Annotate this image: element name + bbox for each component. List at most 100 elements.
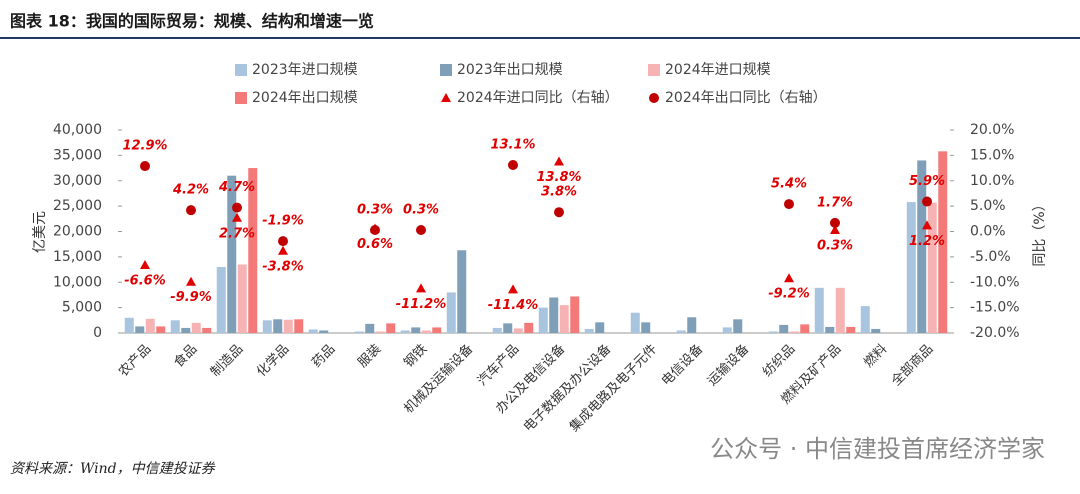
x-tick-label: 燃料 bbox=[861, 341, 891, 371]
title-bar bbox=[0, 0, 1080, 38]
data-label: -11.4% bbox=[488, 298, 539, 313]
y2-tick-label: -5.0% bbox=[970, 249, 1011, 265]
y2-tick-label: -10.0% bbox=[970, 274, 1020, 290]
bar bbox=[191, 322, 201, 333]
data-label: -9.9% bbox=[170, 290, 211, 305]
legend-swatch bbox=[235, 64, 247, 76]
data-label: 0.3% bbox=[403, 202, 439, 217]
data-label: -1.9% bbox=[262, 214, 303, 229]
y-axis-label: 亿美元 bbox=[32, 211, 48, 253]
bar bbox=[927, 202, 937, 333]
data-label: 13.8% bbox=[536, 170, 581, 185]
triangle-marker bbox=[830, 224, 840, 234]
bar bbox=[283, 319, 293, 333]
legend-label: 2024年出口同比（右轴） bbox=[665, 90, 827, 106]
bar bbox=[595, 322, 605, 333]
bar bbox=[917, 160, 927, 333]
data-label: 1.7% bbox=[817, 195, 853, 210]
triangle-marker bbox=[784, 273, 794, 283]
x-tick-label: 全部商品 bbox=[888, 341, 936, 389]
data-label: 4.2% bbox=[172, 183, 209, 198]
bar bbox=[308, 329, 318, 333]
legend-swatch bbox=[648, 64, 660, 76]
bar bbox=[938, 151, 948, 333]
bar bbox=[216, 267, 226, 333]
bar bbox=[584, 328, 594, 333]
bar bbox=[559, 305, 569, 333]
triangle-marker bbox=[278, 245, 288, 255]
x-tick-label: 电信设备 bbox=[658, 341, 706, 389]
data-label: 3.8% bbox=[541, 185, 577, 200]
legend-label: 2024年进口同比（右轴） bbox=[457, 90, 619, 106]
y-tick-label: 30,000 bbox=[53, 173, 102, 189]
bar bbox=[124, 317, 134, 333]
bar bbox=[237, 264, 247, 333]
bar bbox=[538, 307, 548, 333]
bar bbox=[492, 327, 502, 333]
y-tick-label: 5,000 bbox=[62, 300, 102, 316]
bar bbox=[503, 323, 513, 333]
y2-tick-label: 5.0% bbox=[970, 198, 1006, 214]
triangle-marker bbox=[922, 220, 932, 230]
data-label: 13.1% bbox=[490, 138, 535, 153]
x-tick-label: 化学品 bbox=[253, 341, 292, 380]
data-label: 0.6% bbox=[357, 237, 393, 252]
bar bbox=[641, 322, 651, 333]
bar bbox=[156, 326, 166, 333]
x-tick-label: 食品 bbox=[171, 341, 201, 371]
legend-swatch bbox=[441, 93, 451, 102]
bar bbox=[835, 287, 845, 333]
circle-marker bbox=[232, 202, 242, 213]
bar bbox=[906, 202, 916, 333]
x-tick-label: 制造品 bbox=[208, 342, 246, 380]
bar bbox=[779, 324, 789, 333]
x-tick-label: 纺织品 bbox=[760, 342, 798, 380]
y-tick-label: 10,000 bbox=[53, 274, 102, 290]
legend-label: 2023年进口规模 bbox=[252, 62, 358, 78]
bar bbox=[273, 319, 283, 333]
legend-swatch bbox=[235, 92, 247, 104]
x-tick-label: 集成电路及电子元件 bbox=[566, 341, 660, 435]
bar bbox=[181, 327, 191, 333]
bar bbox=[421, 330, 431, 333]
bar bbox=[789, 331, 799, 333]
bar bbox=[411, 327, 421, 333]
legend-label: 2023年出口规模 bbox=[457, 62, 563, 78]
bar bbox=[871, 328, 881, 333]
legend-swatch bbox=[440, 64, 452, 76]
triangle-marker bbox=[554, 156, 564, 166]
x-tick-label: 钢铁 bbox=[401, 342, 430, 371]
y2-tick-label: 0.0% bbox=[970, 224, 1006, 240]
triangle-marker bbox=[508, 284, 518, 294]
bar bbox=[432, 327, 442, 333]
bar bbox=[768, 331, 778, 333]
bar bbox=[733, 319, 743, 333]
circle-marker bbox=[416, 224, 426, 235]
data-label: -9.2% bbox=[768, 287, 809, 302]
bar bbox=[365, 323, 375, 333]
circle-marker bbox=[554, 207, 564, 218]
bar bbox=[722, 327, 732, 333]
bar bbox=[386, 323, 396, 333]
circle-marker bbox=[830, 217, 840, 228]
circle-marker bbox=[140, 161, 150, 172]
circle-marker bbox=[922, 196, 932, 207]
bar bbox=[400, 330, 410, 333]
bar bbox=[446, 292, 456, 333]
data-label: 0.3% bbox=[817, 238, 853, 253]
data-label: 4.7% bbox=[218, 180, 255, 195]
data-label: -3.8% bbox=[262, 259, 303, 274]
legend-label: 2024年出口规模 bbox=[252, 90, 358, 106]
circle-marker bbox=[370, 224, 380, 235]
y-tick-label: 15,000 bbox=[53, 249, 102, 265]
bar bbox=[549, 297, 559, 333]
bar bbox=[354, 331, 364, 333]
bar bbox=[262, 320, 272, 333]
bar bbox=[570, 296, 580, 333]
bar bbox=[524, 322, 534, 333]
source: 资料来源：Wind，中信建投证券 bbox=[10, 461, 216, 477]
triangle-marker bbox=[232, 212, 242, 222]
bar bbox=[630, 312, 640, 333]
data-label: 1.2% bbox=[909, 234, 945, 249]
data-label: -11.2% bbox=[396, 297, 447, 312]
